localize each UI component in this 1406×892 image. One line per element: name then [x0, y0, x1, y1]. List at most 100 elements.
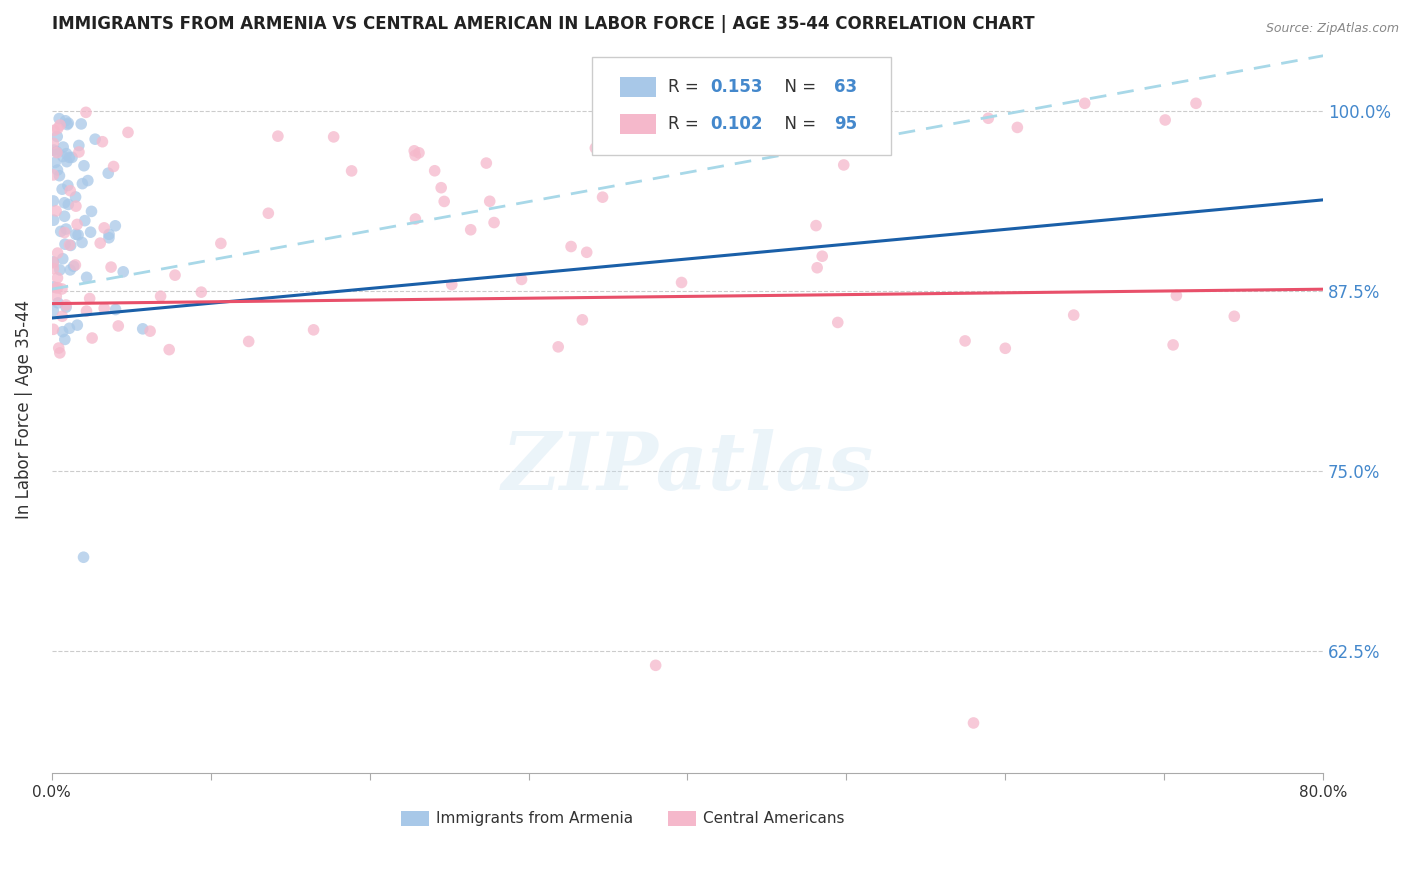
Point	[100, 260, 122, 274]
Point	[42, 255, 65, 269]
Point	[45, 145, 67, 160]
Text: Source: ZipAtlas.com: Source: ZipAtlas.com	[1265, 22, 1399, 36]
Point	[55, 113, 77, 128]
Point	[97, 231, 120, 245]
Point	[58, 116, 80, 130]
Text: N =: N =	[773, 78, 821, 96]
Point	[583, 141, 606, 155]
Point	[571, 313, 593, 327]
FancyBboxPatch shape	[592, 56, 891, 155]
Point	[66, 218, 89, 232]
Point	[51, 182, 73, 196]
Text: ZIPatlas: ZIPatlas	[502, 429, 873, 507]
Point	[977, 112, 1000, 126]
Text: Central Americans: Central Americans	[703, 811, 844, 826]
Point	[430, 180, 453, 194]
Point	[62, 260, 84, 274]
Point	[49, 263, 72, 277]
Point	[42, 303, 65, 318]
Point	[827, 315, 849, 329]
Point	[806, 260, 828, 275]
Point	[804, 219, 827, 233]
Point	[59, 184, 82, 198]
Point	[82, 331, 104, 345]
Text: R =: R =	[668, 115, 704, 133]
Point	[560, 239, 582, 253]
Point	[53, 195, 76, 210]
Point	[55, 222, 77, 236]
Point	[75, 105, 97, 120]
Point	[55, 146, 77, 161]
Point	[46, 280, 69, 294]
Point	[42, 194, 65, 208]
Point	[149, 289, 172, 303]
Point	[42, 168, 65, 182]
Point	[51, 310, 73, 324]
Point	[52, 140, 75, 154]
Point	[190, 285, 212, 300]
Point	[267, 129, 290, 144]
Point	[107, 318, 129, 333]
Point	[478, 194, 501, 209]
Point	[46, 296, 69, 310]
Point	[65, 258, 87, 272]
Point	[994, 341, 1017, 355]
Text: IMMIGRANTS FROM ARMENIA VS CENTRAL AMERICAN IN LABOR FORCE | AGE 35-44 CORRELATI: IMMIGRANTS FROM ARMENIA VS CENTRAL AMERI…	[52, 15, 1035, 33]
Y-axis label: In Labor Force | Age 35-44: In Labor Force | Age 35-44	[15, 300, 32, 519]
Point	[42, 136, 65, 151]
Text: 0.153: 0.153	[710, 78, 763, 96]
Point	[56, 118, 79, 132]
Point	[42, 143, 65, 157]
Point	[46, 129, 69, 144]
Point	[73, 213, 96, 227]
Point	[70, 117, 93, 131]
Point	[962, 715, 984, 730]
FancyBboxPatch shape	[401, 811, 429, 826]
Point	[73, 159, 96, 173]
Point	[98, 227, 121, 242]
Point	[60, 150, 83, 164]
Point	[72, 177, 94, 191]
Point	[79, 292, 101, 306]
Point	[49, 118, 72, 132]
Point	[76, 304, 98, 318]
Text: 0.102: 0.102	[710, 115, 763, 133]
Point	[70, 235, 93, 250]
Point	[482, 216, 505, 230]
Point	[59, 238, 82, 252]
Point	[93, 301, 115, 316]
Point	[46, 246, 69, 260]
FancyBboxPatch shape	[668, 811, 696, 826]
Point	[433, 194, 456, 209]
Point	[48, 112, 70, 126]
Point	[89, 236, 111, 251]
Point	[91, 135, 114, 149]
Point	[322, 129, 344, 144]
Point	[42, 261, 65, 276]
Point	[52, 252, 75, 266]
Point	[257, 206, 280, 220]
Point	[53, 226, 76, 240]
Point	[55, 300, 77, 314]
Point	[49, 224, 72, 238]
Point	[55, 298, 77, 312]
Point	[42, 256, 65, 270]
Point	[1154, 112, 1177, 127]
Point	[575, 245, 598, 260]
Point	[58, 321, 80, 335]
Point	[103, 160, 125, 174]
Point	[404, 211, 426, 226]
Point	[547, 340, 569, 354]
Point	[44, 155, 66, 169]
Point	[440, 277, 463, 292]
Text: 63: 63	[834, 78, 856, 96]
Point	[53, 237, 76, 252]
Point	[832, 158, 855, 172]
Point	[404, 144, 426, 158]
Point	[1166, 288, 1188, 302]
Point	[65, 190, 87, 204]
Point	[104, 302, 127, 317]
Point	[1007, 120, 1029, 135]
Point	[66, 318, 89, 332]
Point	[76, 270, 98, 285]
